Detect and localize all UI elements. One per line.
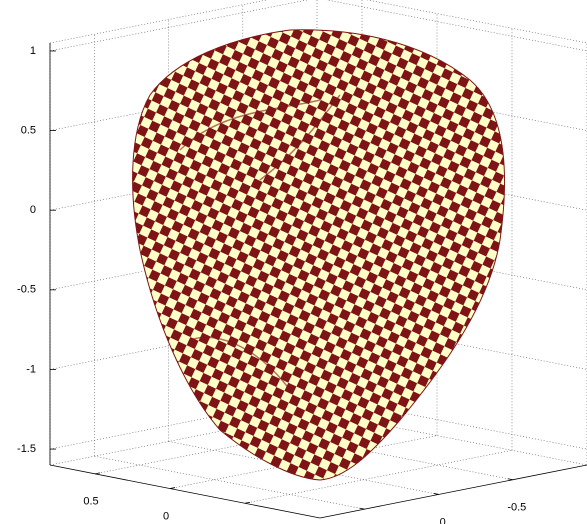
y-tick-label: 0 [440,516,446,524]
y-axis [320,465,587,518]
x-axis [50,465,320,518]
z-tick-label: -1 [26,363,36,375]
x-tick-label: 0 [163,510,169,522]
chart: 10.50-0.5-1-1.50.50-0.50.50-0.5 [0,0,587,524]
z-tick-label: -1.5 [17,443,36,455]
z-tick-label: 1 [30,45,36,57]
page: 10.50-0.5-1-1.50.50-0.50.50-0.5 (() => {… [0,0,587,524]
z-tick-label: 0 [30,204,36,216]
surface [133,30,505,480]
z-tick-label: 0.5 [21,124,36,136]
z-tick-label: -0.5 [17,284,36,296]
x-tick-label: 0.5 [83,496,98,508]
y-tick-label: -0.5 [507,502,526,514]
